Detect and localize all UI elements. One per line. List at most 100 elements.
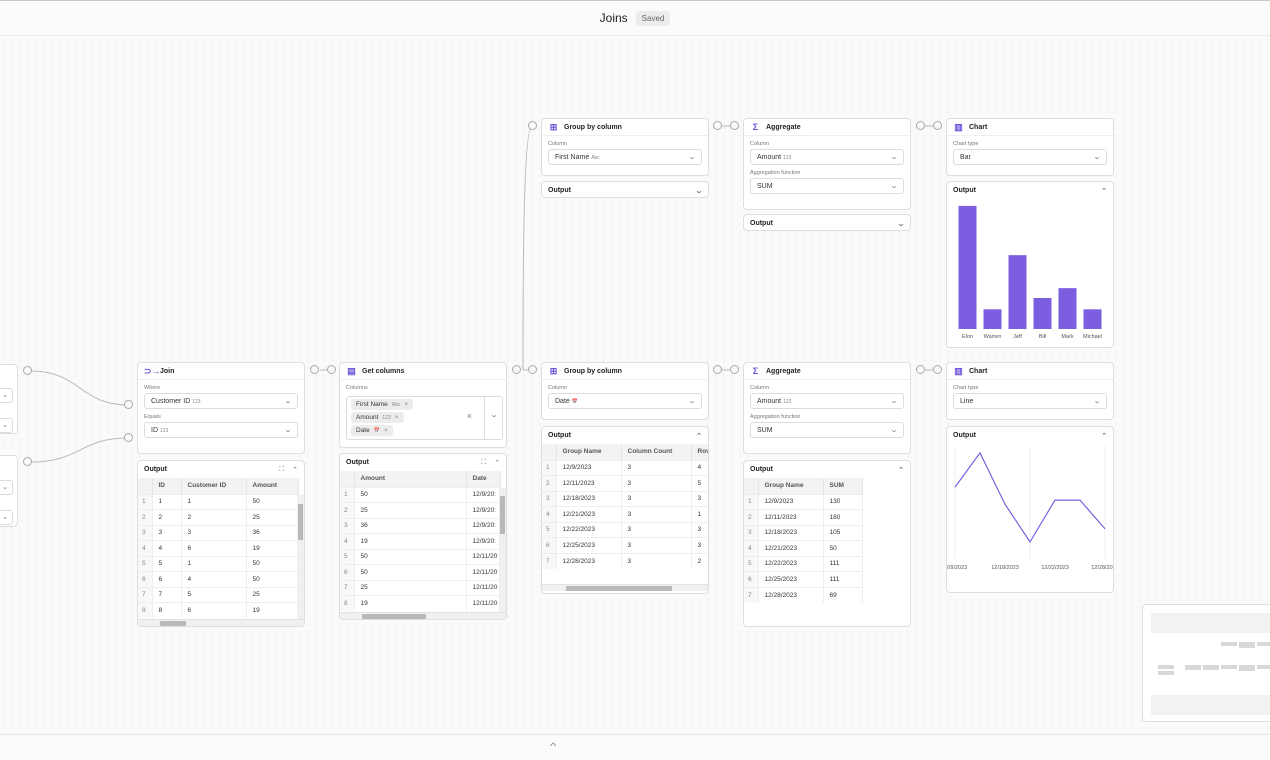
aggregate-node[interactable]: Σ Aggregate Column Amount 123 ⌄ Aggregatio… <box>743 362 911 454</box>
output-port[interactable] <box>916 121 925 130</box>
column-chip[interactable]: First Name Abc × <box>351 399 414 410</box>
chevron-down-icon[interactable]: ⌄ <box>0 388 13 403</box>
group-by-node[interactable]: ⊞ Group by column Column Date 📅 ⌄ <box>541 362 709 420</box>
equals-select[interactable]: ID 123 ⌄ <box>144 422 298 438</box>
expand-icon[interactable]: ⛶ <box>279 465 285 473</box>
aggregate-node[interactable]: Σ Aggregate Column Amount 123 ⌄ Aggregatio… <box>743 118 911 210</box>
function-select[interactable]: SUM ⌄ <box>750 178 904 194</box>
output-port[interactable] <box>512 365 521 374</box>
tick-label: 12/9/2023 <box>947 565 967 571</box>
table-row: 7 12/28/2023 3 2 <box>542 552 708 569</box>
column-chip[interactable]: Amount 123 × <box>351 412 404 423</box>
vertical-scrollbar[interactable] <box>297 495 304 619</box>
input-port[interactable] <box>327 365 336 374</box>
table-cell: 3 <box>691 521 708 538</box>
table-row: 6 12/25/2023 3 3 <box>542 537 708 553</box>
table-cell: 50 <box>246 571 299 587</box>
table-cell: 12/22/2023 <box>556 521 622 538</box>
tick-label: 12/28/2023 <box>1091 565 1113 571</box>
table-cell: 12/9/20: <box>466 486 501 503</box>
chevron-up-icon[interactable]: ⌃ <box>292 466 298 474</box>
table-cell: 36 <box>354 517 467 534</box>
table-cell: 3 <box>181 524 247 541</box>
chart-node[interactable]: ▥ Chart Chart type Line ⌄ <box>946 362 1114 420</box>
column-select[interactable]: Amount 123 ⌄ <box>750 393 904 409</box>
table-row: 6 6 4 50 <box>138 571 299 587</box>
columns-multiselect[interactable]: First Name Abc × Amount 123 × Date 📅 × × ⌄ <box>346 396 503 440</box>
chevron-up-icon[interactable]: ⌃ <box>898 466 904 474</box>
chevron-up-icon[interactable]: ⌃ <box>696 432 702 440</box>
group-by-node[interactable]: ⊞ Group by column Column First Name Abc ⌄ <box>541 118 709 176</box>
horizontal-scrollbar[interactable] <box>542 584 708 591</box>
table-cell: 50 <box>246 493 299 510</box>
join-node[interactable]: ⊃→ Join Where Customer ID 123 ⌄ Equals ID … <box>137 362 305 454</box>
bottom-bar: ^ <box>0 734 1270 760</box>
output-port[interactable] <box>23 366 32 375</box>
group-by-output[interactable]: Output ⌄ <box>541 181 709 198</box>
get-columns-node[interactable]: ▤ Get columns Columns First Name Abc × Amoun… <box>339 362 507 448</box>
chevron-up-icon[interactable]: ^ <box>549 741 557 751</box>
offscreen-node[interactable]: ⌄ ⌄ <box>0 364 18 434</box>
output-port[interactable] <box>713 121 722 130</box>
output-label: Output <box>548 187 571 194</box>
row-number: 4 <box>138 540 153 556</box>
remove-icon[interactable]: × <box>404 401 409 408</box>
chevron-down-icon[interactable]: ⌄ <box>0 480 13 495</box>
aggregate-output[interactable]: Output ⌄ <box>743 214 911 231</box>
remove-icon[interactable]: × <box>394 414 399 421</box>
output-port[interactable] <box>713 365 722 374</box>
output-port[interactable] <box>23 457 32 466</box>
input-port[interactable] <box>933 121 942 130</box>
tick-label: Warren <box>984 334 1002 340</box>
chevron-down-icon[interactable]: ⌄ <box>694 187 704 195</box>
output-port[interactable] <box>310 365 319 374</box>
connection-line <box>522 125 533 371</box>
table-cell: 69 <box>823 586 863 603</box>
bar-chart: Elon Warren Jeff Bill Mark Michael <box>958 205 1102 340</box>
vertical-scrollbar[interactable] <box>499 488 506 612</box>
chart-node[interactable]: ▥ Chart Chart type Bar ⌄ <box>946 118 1114 176</box>
input-port[interactable] <box>528 365 537 374</box>
row-number: 7 <box>340 579 355 596</box>
input-port[interactable] <box>933 365 942 374</box>
bar <box>983 309 1002 329</box>
function-select[interactable]: SUM ⌄ <box>750 422 904 438</box>
input-port[interactable] <box>528 121 537 130</box>
table-cell: 6 <box>181 602 247 618</box>
offscreen-node[interactable]: ⌄ ⌄ <box>0 455 18 527</box>
input-port[interactable] <box>730 365 739 374</box>
connection-line <box>30 370 129 406</box>
chevron-down-icon[interactable]: ⌄ <box>896 220 906 228</box>
input-port[interactable] <box>124 400 133 409</box>
minimap[interactable] <box>1142 604 1270 722</box>
table-cell: 1 <box>691 506 708 522</box>
chevron-down-icon[interactable]: ⌄ <box>0 418 13 433</box>
table-row: 5 5 1 50 <box>138 555 299 572</box>
column-select[interactable]: Date 📅 ⌄ <box>548 393 702 409</box>
chevron-up-icon[interactable]: ⌃ <box>494 459 500 467</box>
table-row: 5 12/22/2023 111 <box>744 555 863 572</box>
column-select[interactable]: First Name Abc ⌄ <box>548 149 702 165</box>
column-chip[interactable]: Date 📅 × <box>351 425 393 436</box>
remove-icon[interactable]: × <box>383 427 388 434</box>
bar-chart-icon: ▥ <box>954 121 963 132</box>
input-port[interactable] <box>124 433 133 442</box>
column-select[interactable]: Amount 123 ⌄ <box>750 149 904 165</box>
chart-type-select[interactable]: Bar ⌄ <box>953 149 1107 165</box>
horizontal-scrollbar[interactable] <box>340 612 506 619</box>
type-tag: 123 <box>382 414 391 421</box>
horizontal-scrollbar[interactable] <box>138 619 304 626</box>
chevron-up-icon[interactable]: ⌃ <box>1101 187 1107 195</box>
row-number: 3 <box>744 524 759 541</box>
output-port[interactable] <box>916 365 925 374</box>
row-number: 2 <box>340 502 355 518</box>
chevron-up-icon[interactable]: ⌃ <box>1101 432 1107 440</box>
where-select[interactable]: Customer ID 123 ⌄ <box>144 393 298 409</box>
expand-icon[interactable]: ⛶ <box>481 458 487 466</box>
input-port[interactable] <box>730 121 739 130</box>
chevron-down-icon[interactable]: ⌄ <box>0 510 13 525</box>
flow-canvas[interactable]: ⌄ ⌄ ⌄ ⌄ ⊃→ Join Where Customer ID 123 ⌄ Eq… <box>0 36 1270 734</box>
chevron-down-icon[interactable]: ⌄ <box>489 412 499 419</box>
chart-type-select[interactable]: Line ⌄ <box>953 393 1107 409</box>
clear-icon[interactable]: × <box>466 411 472 421</box>
